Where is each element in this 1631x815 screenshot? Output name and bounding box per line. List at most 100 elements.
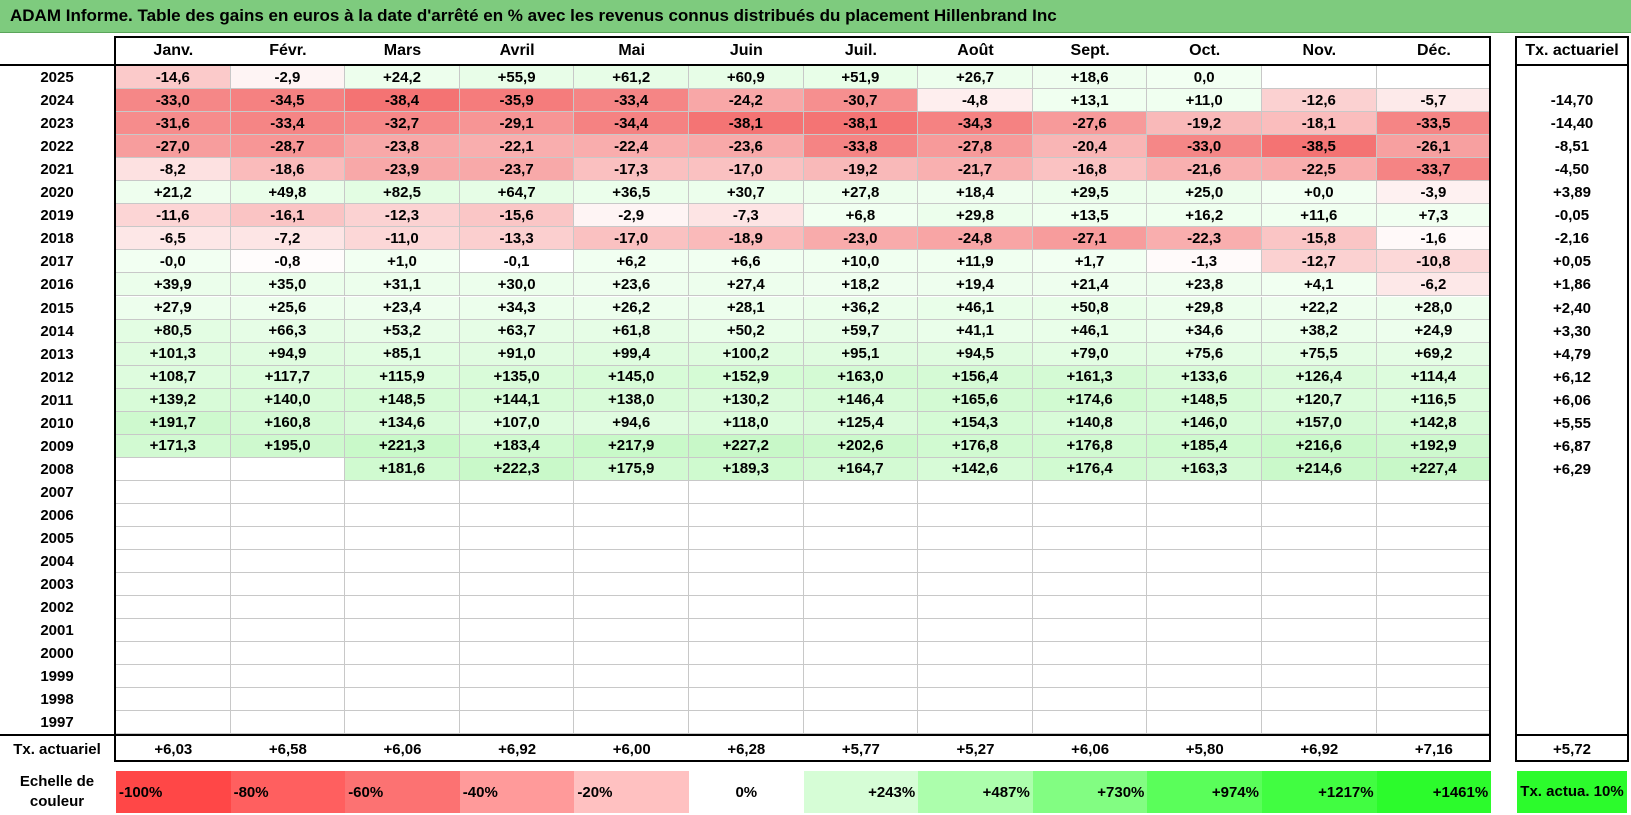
data-cell: -18,6 <box>230 158 346 182</box>
data-cell: +27,8 <box>803 181 919 205</box>
data-cell: +1,7 <box>1032 250 1148 274</box>
data-cell <box>230 480 346 504</box>
data-cell: +214,6 <box>1262 457 1377 481</box>
data-cell <box>689 573 804 597</box>
data-cell <box>1147 503 1262 527</box>
data-cell <box>574 596 689 620</box>
legend-swatch: -40% <box>459 771 575 813</box>
column-header: Janv. <box>153 42 194 59</box>
data-cell: +160,8 <box>230 411 346 435</box>
data-cell <box>1032 619 1148 643</box>
data-cell: -27,8 <box>918 135 1033 159</box>
data-cell: +189,3 <box>689 457 804 481</box>
row-rate-value: +6,06 <box>1553 391 1591 409</box>
data-cell: -29,1 <box>459 112 575 136</box>
data-cell <box>689 480 804 504</box>
footer-separator-right <box>1515 734 1629 736</box>
data-cell: +191,7 <box>116 411 231 435</box>
data-cell: +202,6 <box>803 434 919 458</box>
data-cell: -21,7 <box>918 158 1033 182</box>
year-label: 1998 <box>40 691 74 709</box>
data-cell: -34,5 <box>230 89 346 113</box>
data-cell: +53,2 <box>345 319 460 343</box>
data-cell: +25,0 <box>1147 181 1262 205</box>
data-cell: +164,7 <box>803 457 919 481</box>
data-cell: +118,0 <box>689 411 804 435</box>
data-cell <box>689 550 804 574</box>
data-cell <box>918 619 1033 643</box>
row-rate-value <box>1517 550 1627 573</box>
data-cell: +192,9 <box>1376 434 1492 458</box>
data-cell: +120,7 <box>1262 388 1377 412</box>
data-cell <box>1376 480 1492 504</box>
data-cell: +142,6 <box>918 457 1033 481</box>
data-cell: -33,0 <box>1147 135 1262 159</box>
data-cell <box>116 688 231 712</box>
data-cell <box>574 480 689 504</box>
data-cell: -8,2 <box>116 158 231 182</box>
data-cell: -33,4 <box>574 89 689 113</box>
data-cell <box>689 596 804 620</box>
legend-swatch: +1461% <box>1376 771 1492 813</box>
data-cell <box>1262 550 1377 574</box>
year-label: 2004 <box>40 553 74 571</box>
data-cell <box>459 688 575 712</box>
data-cell: +26,7 <box>918 66 1033 90</box>
data-cell <box>116 457 231 481</box>
data-cell: +145,0 <box>574 365 689 389</box>
data-cell: +116,5 <box>1376 388 1492 412</box>
data-cell: -22,4 <box>574 135 689 159</box>
data-cell <box>1262 480 1377 504</box>
data-cell: -6,5 <box>116 227 231 251</box>
data-cell: -23,9 <box>345 158 460 182</box>
data-cell <box>803 480 919 504</box>
data-cell: +126,4 <box>1262 365 1377 389</box>
data-cell: +51,9 <box>803 66 919 90</box>
data-cell <box>918 527 1033 551</box>
data-cell <box>918 480 1033 504</box>
data-cell: -38,1 <box>803 112 919 136</box>
data-cell: +108,7 <box>116 365 231 389</box>
data-cell <box>1032 665 1148 689</box>
data-cell: +29,8 <box>1147 296 1262 320</box>
data-cell: -11,0 <box>345 227 460 251</box>
data-cell <box>230 457 346 481</box>
data-cell: +30,7 <box>689 181 804 205</box>
data-cell <box>1032 596 1148 620</box>
data-cell <box>1376 711 1492 735</box>
data-cell: -26,1 <box>1376 135 1492 159</box>
data-cell <box>345 596 460 620</box>
column-header: Oct. <box>1189 42 1221 59</box>
data-cell <box>345 480 460 504</box>
data-cell <box>1147 527 1262 551</box>
data-cell <box>1032 550 1148 574</box>
data-cell: +24,2 <box>345 66 460 90</box>
data-cell: +55,9 <box>459 66 575 90</box>
row-rate-value: +6,12 <box>1553 368 1591 386</box>
data-cell: +85,1 <box>345 342 460 366</box>
data-cell: -14,6 <box>116 66 231 90</box>
year-label: 2021 <box>40 161 74 179</box>
row-rate-value: +0,05 <box>1553 253 1591 271</box>
data-cell: -33,5 <box>1376 112 1492 136</box>
data-cell: -3,9 <box>1376 181 1492 205</box>
year-label: 2009 <box>40 437 74 455</box>
data-cell: +23,4 <box>345 296 460 320</box>
data-cell: +18,6 <box>1032 66 1148 90</box>
footer-rate-value: +6,03 <box>154 740 193 758</box>
row-rate-value: +6,87 <box>1553 437 1591 455</box>
data-cell: +69,2 <box>1376 342 1492 366</box>
data-cell: +13,1 <box>1032 89 1148 113</box>
column-header: Févr. <box>269 42 307 59</box>
year-label: 2005 <box>40 530 74 548</box>
data-cell: +36,2 <box>803 296 919 320</box>
data-cell: -0,0 <box>116 250 231 274</box>
data-cell: -23,8 <box>345 135 460 159</box>
data-cell <box>803 503 919 527</box>
column-header: Juil. <box>844 42 877 59</box>
data-cell <box>1147 480 1262 504</box>
data-cell: -5,7 <box>1376 89 1492 113</box>
data-cell: +148,5 <box>345 388 460 412</box>
data-cell <box>1262 642 1377 666</box>
data-cell: +217,9 <box>574 434 689 458</box>
